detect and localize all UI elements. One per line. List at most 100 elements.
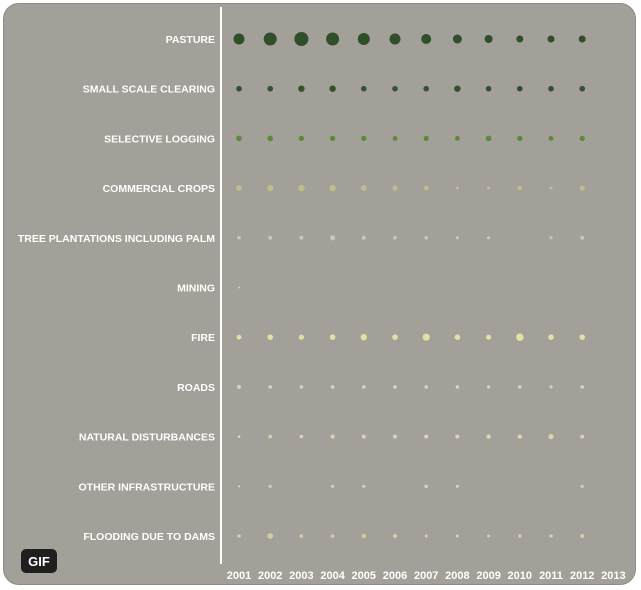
bubble-mark bbox=[580, 484, 584, 488]
bubble-mark bbox=[455, 136, 460, 141]
bubble-mark bbox=[580, 385, 584, 389]
category-label: NATURAL DISTURBANCES bbox=[79, 432, 215, 444]
bubble-mark bbox=[237, 384, 241, 389]
bubble-mark bbox=[236, 334, 242, 340]
bubble-mark bbox=[393, 236, 397, 240]
bubble-mark bbox=[424, 434, 429, 439]
bubble-mark bbox=[361, 533, 366, 539]
bubble-mark bbox=[580, 434, 585, 439]
bubble-mark bbox=[549, 534, 553, 538]
bubble-mark bbox=[298, 85, 305, 92]
bubble-mark bbox=[421, 34, 432, 44]
bubble-mark bbox=[236, 185, 242, 191]
bubble-mark bbox=[547, 35, 555, 43]
bubble-mark bbox=[267, 135, 274, 142]
bubble-mark bbox=[487, 236, 491, 240]
bubble-mark bbox=[357, 33, 370, 45]
bubble-mark bbox=[423, 185, 429, 191]
bubble-mark bbox=[393, 385, 397, 389]
bubbles-layer bbox=[233, 32, 586, 539]
bubble-mark bbox=[487, 385, 491, 389]
bubble-mark bbox=[330, 434, 335, 439]
bubble-mark bbox=[424, 236, 429, 240]
bubble-mark bbox=[393, 434, 397, 439]
bubble-mark bbox=[263, 32, 277, 46]
bubble-mark bbox=[238, 286, 240, 289]
bubble-mark bbox=[237, 485, 241, 488]
bubble-mark bbox=[268, 385, 273, 389]
bubble-mark bbox=[236, 85, 242, 92]
bubble-mark bbox=[389, 33, 401, 45]
bubble-mark bbox=[486, 334, 492, 340]
year-tick-label: 2011 bbox=[539, 570, 563, 582]
bubble-mark bbox=[548, 434, 554, 440]
bubble-mark bbox=[580, 235, 585, 240]
bubble-mark bbox=[517, 135, 523, 141]
bubble-mark bbox=[299, 434, 304, 439]
bubble-mark bbox=[298, 184, 305, 192]
bubble-mark bbox=[237, 236, 241, 240]
bubble-mark bbox=[517, 185, 522, 191]
category-label: ROADS bbox=[177, 382, 215, 394]
bubble-mark bbox=[424, 534, 428, 538]
bubble-mark bbox=[549, 236, 553, 240]
bubble-mark bbox=[360, 334, 367, 341]
bubble-mark bbox=[423, 85, 430, 92]
bubble-mark bbox=[392, 136, 398, 141]
bubble-mark bbox=[267, 334, 274, 341]
bubble-mark bbox=[424, 385, 429, 389]
year-tick-label: 2013 bbox=[601, 570, 625, 582]
year-tick-label: 2007 bbox=[414, 570, 438, 582]
year-tick-label: 2008 bbox=[445, 570, 469, 582]
bubble-mark bbox=[549, 186, 553, 190]
bubble-mark bbox=[455, 534, 459, 538]
bubble-mark bbox=[329, 334, 336, 341]
bubble-mark bbox=[329, 184, 336, 192]
bubble-mark bbox=[361, 235, 366, 240]
bubble-mark bbox=[330, 385, 335, 389]
bubble-mark bbox=[579, 185, 585, 191]
bubble-mark bbox=[548, 85, 554, 92]
bubble-mark bbox=[294, 32, 309, 46]
bubble-mark bbox=[330, 235, 336, 241]
bubble-mark bbox=[579, 135, 585, 141]
bubble-mark bbox=[392, 334, 398, 341]
category-label: MINING bbox=[177, 283, 215, 295]
bubble-mark bbox=[580, 534, 585, 538]
category-label: FIRE bbox=[191, 332, 215, 344]
bubble-mark bbox=[487, 534, 491, 538]
bubble-mark bbox=[267, 533, 274, 539]
bubble-mark bbox=[298, 135, 304, 141]
category-label: SELECTIVE LOGGING bbox=[104, 133, 215, 145]
bubble-mark bbox=[486, 434, 491, 439]
bubble-mark bbox=[423, 135, 429, 141]
bubble-mark bbox=[331, 484, 335, 488]
bubble-mark bbox=[299, 385, 304, 389]
bubble-mark bbox=[268, 484, 272, 488]
year-tick-label: 2004 bbox=[320, 570, 345, 582]
bubble-mark bbox=[516, 333, 524, 342]
bubble-mark bbox=[455, 186, 459, 190]
bubble-mark bbox=[578, 35, 586, 43]
bubble-mark bbox=[362, 385, 366, 389]
bubble-mark bbox=[362, 484, 366, 488]
bubble-mark bbox=[454, 85, 461, 92]
bubble-mark bbox=[392, 85, 398, 92]
bubble-mark bbox=[361, 85, 367, 92]
bubble-mark bbox=[392, 185, 398, 191]
bubble-mark bbox=[548, 334, 554, 341]
bubble-mark bbox=[487, 186, 491, 190]
year-tick-label: 2009 bbox=[476, 570, 500, 582]
bubble-mark bbox=[517, 434, 522, 439]
year-labels: 2001 2002 2003 2004 2005 2006 2007 2008 2009 2010… bbox=[227, 570, 626, 582]
bubble-mark bbox=[485, 85, 492, 92]
year-tick-label: 2010 bbox=[508, 570, 532, 582]
gif-badge[interactable]: GIF bbox=[21, 549, 57, 573]
bubble-mark bbox=[298, 334, 304, 340]
year-tick-label: 2006 bbox=[383, 570, 407, 582]
bubble-mark bbox=[237, 534, 241, 538]
bubble-mark bbox=[454, 334, 461, 341]
category-labels: PASTURE SMALL SCALE CLEARING SELECTIVE LOG… bbox=[18, 34, 215, 543]
bubble-mark bbox=[299, 534, 304, 538]
year-tick-label: 2005 bbox=[352, 570, 376, 582]
